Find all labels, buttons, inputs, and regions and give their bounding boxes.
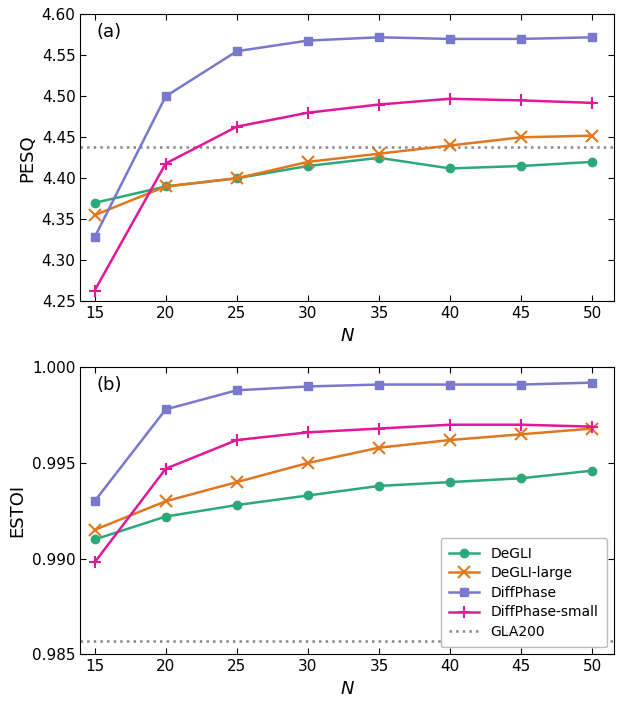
Legend: DeGLI, DeGLI-large, DiffPhase, DiffPhase-small, GLA200: DeGLI, DeGLI-large, DiffPhase, DiffPhase…: [440, 539, 606, 647]
Line: DeGLI-large: DeGLI-large: [88, 422, 598, 536]
DiffPhase: [162, 92, 169, 100]
DeGLI: [233, 501, 241, 509]
DeGLI-large: [588, 131, 596, 140]
DiffPhase: [233, 47, 241, 56]
DiffPhase-small: [162, 160, 169, 168]
DeGLI-large: [91, 526, 98, 534]
DeGLI-large: [518, 133, 525, 141]
Y-axis label: PESQ: PESQ: [18, 134, 36, 181]
DeGLI: [588, 467, 596, 475]
Text: (a): (a): [96, 23, 121, 41]
DeGLI-large: [304, 157, 312, 166]
DiffPhase: [588, 378, 596, 387]
DeGLI: [233, 174, 241, 183]
DiffPhase: [447, 35, 454, 43]
DeGLI-large: [233, 174, 241, 183]
DiffPhase-small: [375, 424, 383, 433]
DiffPhase: [304, 382, 312, 390]
Line: DeGLI: DeGLI: [90, 467, 596, 544]
Line: DeGLI-large: DeGLI-large: [88, 129, 598, 222]
DeGLI-large: [91, 211, 98, 220]
DeGLI: [304, 162, 312, 170]
DeGLI-large: [375, 443, 383, 452]
DiffPhase-small: [518, 421, 525, 429]
DiffPhase-small: [588, 422, 596, 431]
DeGLI-large: [518, 430, 525, 438]
X-axis label: $N$: $N$: [340, 680, 355, 698]
Line: DiffPhase-small: DiffPhase-small: [88, 92, 598, 297]
DeGLI: [375, 154, 383, 162]
DiffPhase: [375, 381, 383, 389]
DeGLI-large: [233, 478, 241, 486]
DiffPhase: [91, 233, 98, 241]
DeGLI: [588, 157, 596, 166]
DeGLI-large: [304, 459, 312, 467]
DeGLI-large: [588, 424, 596, 433]
DiffPhase: [233, 386, 241, 395]
DeGLI: [162, 182, 169, 191]
DiffPhase: [588, 33, 596, 42]
Text: (b): (b): [96, 376, 122, 394]
Line: DiffPhase-small: DiffPhase-small: [88, 419, 598, 569]
DeGLI: [447, 478, 454, 486]
Line: DiffPhase: DiffPhase: [90, 33, 596, 241]
DiffPhase-small: [304, 109, 312, 117]
DeGLI-large: [162, 497, 169, 505]
DiffPhase: [162, 405, 169, 414]
DeGLI: [91, 535, 98, 544]
DiffPhase: [91, 497, 98, 505]
DiffPhase: [304, 36, 312, 44]
DiffPhase-small: [233, 122, 241, 131]
DeGLI: [518, 162, 525, 170]
DiffPhase: [447, 381, 454, 389]
DeGLI-large: [162, 182, 169, 191]
Y-axis label: ESTOI: ESTOI: [8, 484, 26, 537]
DiffPhase-small: [91, 558, 98, 567]
DeGLI: [447, 164, 454, 173]
DiffPhase-small: [162, 465, 169, 473]
Line: DeGLI: DeGLI: [90, 154, 596, 207]
DiffPhase-small: [375, 100, 383, 109]
DeGLI-large: [447, 141, 454, 150]
DiffPhase-small: [447, 421, 454, 429]
Line: DiffPhase: DiffPhase: [90, 378, 596, 505]
DeGLI: [91, 198, 98, 207]
DiffPhase-small: [91, 287, 98, 295]
DeGLI: [518, 474, 525, 482]
DiffPhase: [518, 381, 525, 389]
DiffPhase-small: [588, 99, 596, 107]
DiffPhase: [518, 35, 525, 43]
DiffPhase-small: [447, 95, 454, 103]
DeGLI: [162, 513, 169, 521]
X-axis label: $N$: $N$: [340, 327, 355, 345]
DiffPhase-small: [304, 428, 312, 436]
DiffPhase-small: [518, 96, 525, 104]
DeGLI-large: [375, 150, 383, 158]
DeGLI: [304, 491, 312, 500]
DiffPhase-small: [233, 436, 241, 444]
DeGLI: [375, 481, 383, 490]
DiffPhase: [375, 33, 383, 42]
DeGLI-large: [447, 436, 454, 444]
